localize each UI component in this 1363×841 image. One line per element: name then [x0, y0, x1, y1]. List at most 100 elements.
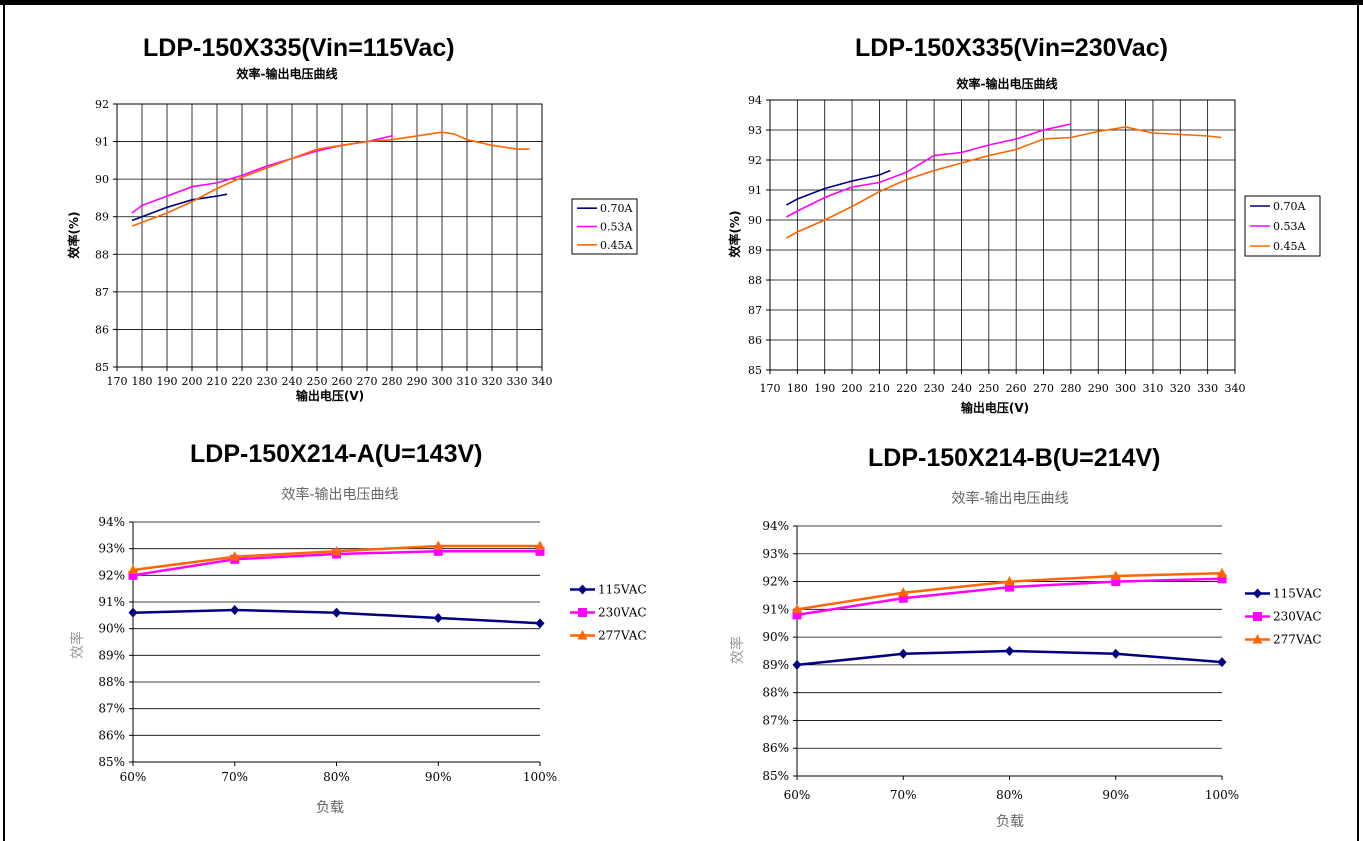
chart3-legend-marker-277vac: [577, 630, 588, 640]
panel-title-p2: LDP-150X335(Vin=230Vac): [855, 34, 1168, 62]
chart2-x-tick-label: 230: [924, 382, 945, 395]
chart4-point-230vac: [1217, 574, 1227, 584]
chart4-point-230vac: [1111, 577, 1121, 587]
chart3-point-277vac: [229, 551, 240, 561]
chart2-x-tick-label: 280: [1060, 382, 1081, 395]
chart1-legend-label-0.45a: 0.45A: [600, 239, 633, 252]
chart4-y-tick-label: 87%: [762, 713, 789, 727]
chart3-x-axis-label: 负载: [316, 800, 344, 816]
chart4-y-axis-label: 效率: [729, 636, 746, 664]
chart3-point-115vac: [128, 607, 138, 618]
chart2-y-tick-label: 86: [748, 334, 762, 347]
chart3-legend-label-115vac: 115VAC: [598, 583, 647, 597]
chart3-x-tick-label: 100%: [523, 770, 557, 784]
chart4-point-277vac: [1110, 570, 1121, 580]
chart3-y-tick-label: 91%: [98, 595, 125, 609]
chart3-point-230vac: [535, 546, 545, 556]
chart2-x-tick-label: 320: [1170, 382, 1191, 395]
chart4-y-tick-label: 94%: [762, 519, 789, 533]
chart4-point-230vac: [898, 593, 908, 603]
chart3-subtitle: 效率-输出电压曲线: [281, 486, 398, 503]
chart2-y-tick-label: 90: [748, 214, 762, 227]
chart1-x-tick-label: 190: [157, 375, 178, 388]
chart2-series-line-0.70a: [786, 169, 891, 206]
chart2-y-tick-label: 88: [748, 274, 762, 287]
chart2-x-tick-label: 330: [1197, 382, 1218, 395]
chart1-y-tick-label: 92: [95, 98, 109, 111]
chart1-x-tick-label: 230: [257, 375, 278, 388]
chart3-y-tick-label: 88%: [98, 675, 125, 689]
chart4-legend-marker-115vac: [1253, 588, 1262, 599]
chart1-y-tick-label: 86: [95, 323, 109, 336]
chart2-x-tick-label: 340: [1225, 382, 1246, 395]
chart2-y-axis-label: 效率(%): [727, 211, 742, 258]
chart3-point-277vac: [128, 564, 138, 574]
chart4-y-tick-label: 89%: [762, 658, 789, 672]
chart3-y-tick-label: 92%: [98, 568, 125, 582]
chart4-x-tick-label: 100%: [1205, 788, 1239, 802]
chart3-x-tick-label: 90%: [425, 770, 452, 784]
chart3-point-115vac: [332, 607, 341, 618]
chart4-y-tick-label: 85%: [762, 769, 789, 783]
chart4-x-tick-label: 80%: [996, 788, 1023, 802]
chart1-x-tick-label: 270: [357, 375, 378, 388]
chart2-legend-label-0.70a: 0.70A: [1273, 200, 1306, 213]
chart1-series-line-0.45a: [131, 131, 530, 227]
chart4-point-115vac: [898, 648, 908, 659]
chart1-x-tick-label: 310: [457, 375, 478, 388]
chart2-series-line-0.45a: [786, 126, 1222, 239]
chart4-point-277vac: [1004, 576, 1015, 586]
page-right-border: [1357, 5, 1359, 841]
chart1-x-tick-label: 280: [382, 375, 403, 388]
chart4-legend-marker-277vac: [1252, 634, 1263, 644]
chart3-x-tick-label: 80%: [323, 770, 350, 784]
chart4-legend-label-277vac: 277VAC: [1273, 633, 1322, 647]
chart3-legend-marker-230vac: [578, 608, 587, 617]
chart4-x-tick-label: 60%: [784, 788, 811, 802]
chart4-x-tick-label: 70%: [890, 788, 917, 802]
chart1-x-tick-label: 260: [332, 375, 353, 388]
chart1-x-tick-label: 170: [107, 375, 128, 388]
chart3-y-tick-label: 93%: [98, 542, 125, 556]
chart1-x-tick-label: 320: [482, 375, 503, 388]
chart2-x-tick-label: 240: [951, 382, 972, 395]
chart3-y-tick-label: 89%: [98, 648, 125, 662]
chart1-x-tick-label: 210: [207, 375, 228, 388]
chart2-y-tick-label: 91: [748, 184, 762, 197]
chart3-point-277vac: [535, 540, 545, 550]
chart1-y-tick-label: 87: [95, 286, 109, 299]
chart3-legend-label-277vac: 277VAC: [598, 629, 647, 643]
chart2-x-tick-label: 270: [1033, 382, 1054, 395]
chart3-point-230vac: [128, 570, 138, 580]
chart1-plot-frame: [116, 103, 543, 368]
chart1-x-tick-label: 180: [132, 375, 153, 388]
chart3-point-115vac: [433, 613, 443, 623]
chart4-subtitle: 效率-输出电压曲线: [951, 490, 1068, 507]
chart2-legend-label-0.53a: 0.53A: [1273, 220, 1306, 233]
chart3-y-tick-label: 86%: [98, 728, 125, 742]
chart3-point-230vac: [433, 546, 443, 556]
chart4-y-tick-label: 91%: [762, 602, 789, 616]
chart1-y-tick-label: 89: [95, 211, 109, 224]
chart1-subtitle: 效率-输出电压曲线: [237, 66, 338, 81]
chart4-y-tick-label: 92%: [762, 575, 789, 589]
chart2-y-tick-label: 92: [748, 154, 762, 167]
chart2-x-tick-label: 300: [1115, 382, 1136, 395]
chart4-y-tick-label: 88%: [762, 686, 789, 700]
chart1-series-line-0.70a: [131, 193, 228, 222]
chart3-legend-marker-115vac: [578, 584, 587, 595]
chart1-y-axis-label: 效率(%): [66, 212, 81, 259]
page-left-border: [3, 5, 5, 841]
chart3-y-tick-label: 87%: [98, 702, 125, 716]
chart1-y-tick-label: 88: [95, 248, 109, 261]
chart1-x-tick-label: 330: [507, 375, 528, 388]
chart2-x-tick-label: 310: [1142, 382, 1163, 395]
chart4-point-277vac: [792, 603, 802, 614]
chart2-x-axis-label: 输出电压(V): [961, 400, 1029, 415]
chart2-y-tick-label: 87: [748, 304, 762, 317]
chart1-y-tick-label: 90: [95, 173, 109, 186]
chart2-x-tick-label: 170: [760, 382, 781, 395]
chart3-y-axis-label: 效率: [69, 631, 86, 659]
chart2-x-tick-label: 210: [869, 382, 890, 395]
